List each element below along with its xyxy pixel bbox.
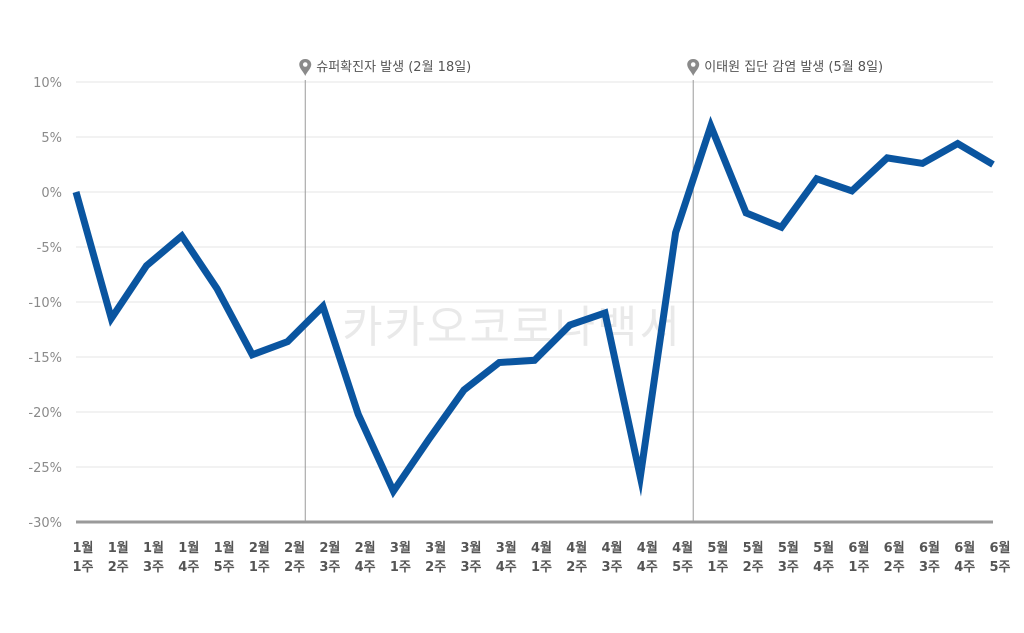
x-tick-month: 4월 — [531, 540, 552, 556]
annotation-label: 슈퍼확진자 발생 (2월 18일) — [316, 60, 471, 75]
x-tick-week: 4주 — [954, 560, 975, 575]
x-tick-month: 5월 — [707, 540, 728, 556]
x-tick-month: 4월 — [602, 540, 623, 556]
x-tick-month: 6월 — [954, 540, 975, 556]
x-tick-month: 6월 — [848, 540, 869, 556]
y-tick-label: 10% — [33, 76, 62, 91]
x-tick-week: 1주 — [72, 560, 93, 575]
x-tick-week: 4주 — [496, 560, 517, 575]
y-tick-label: -15% — [28, 351, 62, 366]
location-pin-icon — [687, 59, 700, 76]
y-tick-label: -5% — [37, 241, 62, 256]
x-tick-week: 1주 — [531, 560, 552, 575]
x-tick-month: 3월 — [496, 540, 517, 556]
x-tick-week: 5주 — [672, 560, 693, 575]
x-tick-month: 2월 — [355, 540, 376, 556]
x-tick-week: 4주 — [813, 560, 834, 575]
y-tick-label: 5% — [41, 131, 62, 146]
x-tick-week: 3주 — [919, 560, 940, 575]
x-tick-month: 4월 — [566, 540, 587, 556]
x-tick-month: 1월 — [108, 540, 129, 556]
x-tick-week: 3주 — [602, 560, 623, 575]
y-tick-label: 0% — [41, 186, 62, 201]
x-tick-week: 2주 — [108, 560, 129, 575]
x-tick-week: 3주 — [319, 560, 340, 575]
x-tick-week: 4주 — [355, 560, 376, 575]
x-tick-month: 4월 — [637, 540, 658, 556]
series — [72, 115, 995, 499]
y-tick-label: -30% — [28, 516, 62, 531]
x-tick-week: 1주 — [249, 560, 270, 575]
x-tick-week: 4주 — [178, 560, 199, 575]
x-tick-month: 6월 — [989, 540, 1010, 556]
y-axis-ticks: 10% 5% 0% -5% -10% -15% -20% -25% -30% — [28, 76, 62, 531]
x-tick-week: 5주 — [989, 560, 1010, 575]
x-tick-week: 2주 — [743, 560, 764, 575]
x-tick-week: 2주 — [566, 560, 587, 575]
x-axis-ticks: 1월 1주 1월 2주 1월 3주 1월 4주 1월 5주 2월 1주 2월 2주 2월 3주 2월 4주 3월 1주… — [72, 540, 1010, 575]
x-tick-week: 2주 — [284, 560, 305, 575]
x-tick-month: 4월 — [672, 540, 693, 556]
x-tick-month: 5월 — [813, 540, 834, 556]
x-tick-week: 5주 — [214, 560, 235, 575]
x-tick-month: 1월 — [143, 540, 164, 556]
x-tick-week: 2주 — [425, 560, 446, 575]
annotation-label: 이태원 집단 감염 발생 (5월 8일) — [704, 60, 883, 75]
x-tick-month: 3월 — [390, 540, 411, 556]
y-tick-label: -10% — [28, 296, 62, 311]
x-tick-month: 5월 — [743, 540, 764, 556]
x-tick-month: 6월 — [919, 540, 940, 556]
x-tick-month: 3월 — [460, 540, 481, 556]
watermark: 카카오코로나백서 — [342, 302, 682, 353]
pin-hole — [302, 62, 308, 67]
x-tick-month: 1월 — [214, 540, 235, 556]
x-tick-month: 3월 — [425, 540, 446, 556]
x-tick-month: 2월 — [249, 540, 270, 556]
x-tick-month: 1월 — [178, 540, 199, 556]
x-tick-week: 4주 — [637, 560, 658, 575]
location-pin-icon — [299, 59, 312, 76]
y-tick-label: -20% — [28, 406, 62, 421]
pin-hole — [690, 62, 696, 67]
x-tick-week: 2주 — [884, 560, 905, 575]
x-tick-week: 3주 — [778, 560, 799, 575]
x-tick-month: 2월 — [319, 540, 340, 556]
x-tick-month: 5월 — [778, 540, 799, 556]
y-tick-label: -25% — [28, 461, 62, 476]
pin-shape — [299, 59, 312, 76]
x-tick-month: 6월 — [884, 540, 905, 556]
annotations: 슈퍼확진자 발생 (2월 18일) 이태원 집단 감염 발생 (5월 8일) — [299, 59, 883, 522]
x-tick-week: 3주 — [143, 560, 164, 575]
x-tick-week: 1주 — [848, 560, 869, 575]
x-tick-week: 1주 — [390, 560, 411, 575]
x-tick-week: 1주 — [707, 560, 728, 575]
x-tick-month: 1월 — [72, 540, 93, 556]
x-tick-month: 2월 — [284, 540, 305, 556]
pin-shape — [687, 59, 700, 76]
x-tick-week: 3주 — [460, 560, 481, 575]
